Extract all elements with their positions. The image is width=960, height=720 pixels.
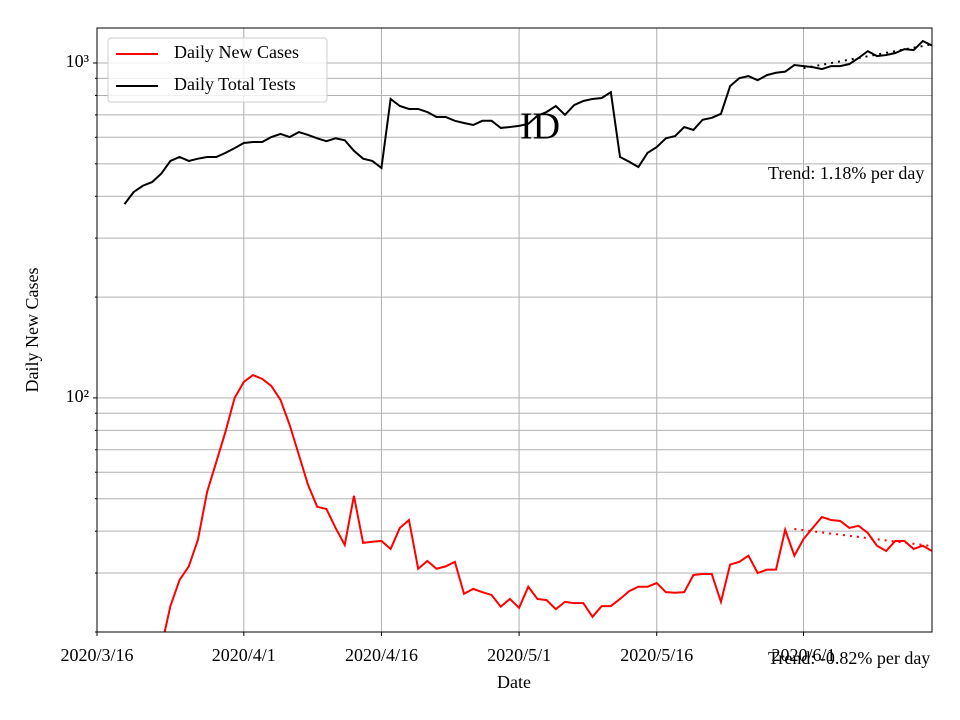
plot-frame	[96, 27, 933, 633]
x-tick-label: 2020/5/1	[487, 645, 551, 665]
line-series	[163, 373, 932, 632]
trend-label: Trend: -0.82% per day	[768, 648, 930, 668]
x-tick-label: 2020/4/1	[212, 645, 276, 665]
y-axis-label: Daily New Cases	[22, 268, 42, 393]
legend: Daily New Cases Daily Total Tests	[107, 37, 328, 103]
y-tick-label: 10²	[66, 386, 89, 406]
x-tick-label: 2020/5/16	[620, 645, 693, 665]
plot-area	[123, 39, 932, 632]
x-tick-label: 2020/3/16	[60, 645, 133, 665]
x-axis-label: Date	[497, 672, 531, 692]
watermark: ID	[520, 106, 560, 148]
grid	[96, 28, 932, 633]
trend-line	[803, 43, 932, 70]
line-series	[123, 39, 932, 205]
legend-box	[107, 37, 328, 103]
y-tick-label: 10³	[66, 51, 90, 71]
x-tick-label: 2020/6/1	[772, 645, 836, 665]
legend-label: Daily New Cases	[174, 42, 299, 62]
trend-label: Trend: 1.18% per day	[768, 163, 924, 183]
x-tick-label: 2020/4/16	[345, 645, 418, 665]
legend-label: Daily Total Tests	[174, 74, 296, 94]
